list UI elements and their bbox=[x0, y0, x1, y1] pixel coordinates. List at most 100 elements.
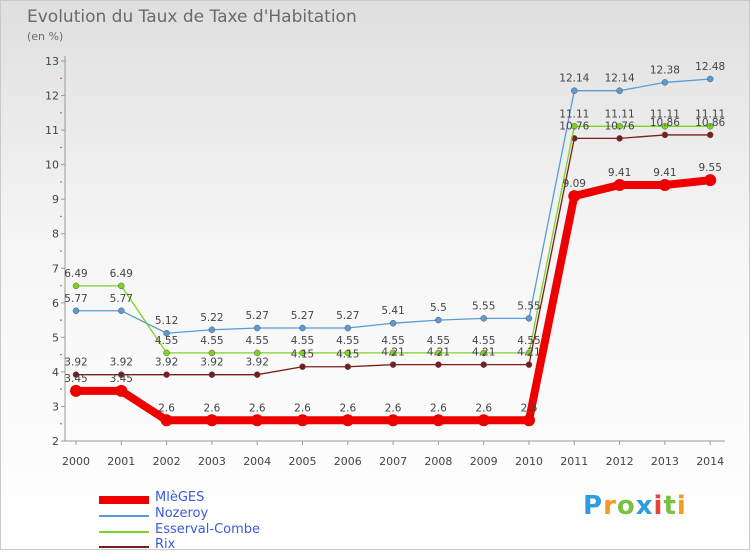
data-point bbox=[658, 179, 671, 192]
y-minor-tick bbox=[60, 181, 62, 183]
data-label: 3.92 bbox=[246, 357, 269, 369]
data-label: 4.55 bbox=[427, 335, 450, 347]
data-point bbox=[118, 371, 125, 378]
data-label: 4.55 bbox=[246, 335, 269, 347]
data-point bbox=[389, 349, 397, 357]
data-point bbox=[299, 363, 306, 370]
data-point bbox=[341, 414, 354, 427]
data-point bbox=[208, 371, 216, 378]
data-point bbox=[118, 282, 125, 290]
data-point bbox=[661, 79, 669, 86]
y-minor-tick bbox=[60, 284, 62, 287]
x-tick-label: 2009 bbox=[470, 455, 498, 468]
data-label: 10.76 bbox=[605, 120, 635, 132]
data-point bbox=[253, 349, 261, 357]
y-minor-tick bbox=[60, 353, 62, 356]
y-tick-label: 5 bbox=[52, 331, 59, 344]
data-point bbox=[163, 349, 170, 357]
data-label: 11.11 bbox=[695, 108, 725, 120]
data-label: 12.38 bbox=[650, 64, 680, 76]
data-label: 11.11 bbox=[650, 108, 680, 120]
data-point bbox=[525, 361, 533, 368]
legend-swatch bbox=[99, 496, 149, 504]
data-label: 12.48 bbox=[695, 61, 725, 73]
data-label: 4.55 bbox=[517, 335, 540, 347]
data-point bbox=[344, 349, 352, 357]
data-point bbox=[205, 414, 218, 427]
data-point bbox=[480, 349, 487, 357]
data-label: 3.45 bbox=[110, 373, 133, 385]
data-label: 2.6 bbox=[475, 402, 492, 414]
data-point bbox=[253, 324, 261, 332]
legend-label: Rix bbox=[155, 537, 176, 552]
legend-label: MlèGES bbox=[155, 490, 205, 505]
data-point bbox=[435, 349, 442, 357]
data-point bbox=[299, 349, 306, 357]
data-point bbox=[435, 316, 442, 324]
data-point bbox=[704, 174, 717, 187]
data-label: 4.15 bbox=[336, 349, 359, 361]
data-label: 2.6 bbox=[204, 402, 221, 414]
data-point bbox=[163, 329, 170, 337]
data-label: 12.14 bbox=[605, 73, 635, 85]
data-point bbox=[344, 363, 352, 370]
legend-label: Nozeroy bbox=[155, 506, 209, 521]
x-tick-label: 2006 bbox=[334, 455, 362, 468]
data-label: 12.14 bbox=[559, 73, 589, 85]
data-label: 5.55 bbox=[472, 300, 495, 312]
data-label: 4.15 bbox=[291, 349, 314, 361]
data-point bbox=[661, 123, 669, 130]
data-label: 11.11 bbox=[559, 108, 589, 120]
y-minor-tick bbox=[60, 146, 62, 149]
data-point bbox=[115, 384, 128, 397]
data-label: 5.77 bbox=[64, 293, 87, 305]
data-label: 2.6 bbox=[249, 402, 266, 414]
x-tick-label: 2000 bbox=[62, 455, 90, 468]
data-label: 10.86 bbox=[695, 117, 725, 129]
data-point bbox=[253, 371, 261, 378]
x-tick-label: 2008 bbox=[424, 455, 452, 468]
data-label: 4.55 bbox=[381, 335, 404, 347]
data-point bbox=[160, 414, 173, 427]
data-label: 6.49 bbox=[110, 268, 133, 280]
data-label: 4.55 bbox=[472, 335, 495, 347]
y-minor-tick bbox=[60, 112, 62, 114]
data-label: 6.49 bbox=[64, 268, 87, 280]
data-label: 5.22 bbox=[200, 312, 223, 324]
data-point bbox=[525, 315, 533, 322]
data-point bbox=[613, 179, 626, 192]
data-label: 9.41 bbox=[653, 167, 676, 179]
data-label: 4.55 bbox=[155, 335, 178, 347]
data-point bbox=[616, 123, 623, 130]
y-tick-label: 12 bbox=[45, 90, 59, 103]
data-label: 2.6 bbox=[430, 402, 447, 414]
data-label: 2.6 bbox=[521, 402, 538, 414]
data-point bbox=[616, 135, 623, 142]
chart-title: Evolution du Taux de Taxe d'Habitation bbox=[27, 7, 357, 27]
data-label: 4.21 bbox=[427, 347, 450, 359]
data-label: 3.92 bbox=[110, 357, 133, 369]
data-point bbox=[480, 361, 487, 368]
data-label: 10.76 bbox=[559, 120, 589, 132]
data-label: 5.41 bbox=[381, 305, 404, 317]
data-label: 4.21 bbox=[472, 347, 495, 359]
data-point bbox=[70, 384, 82, 397]
legend-swatch bbox=[99, 531, 149, 533]
y-tick-label: 2 bbox=[52, 435, 59, 448]
data-point bbox=[389, 319, 397, 327]
x-tick-label: 2011 bbox=[560, 455, 588, 468]
data-label: 3.45 bbox=[64, 373, 87, 385]
data-label: 5.27 bbox=[246, 310, 269, 322]
y-tick-label: 8 bbox=[52, 228, 59, 241]
proxiti-logo: Proxiti bbox=[583, 491, 687, 521]
data-label: 10.86 bbox=[650, 117, 680, 129]
data-point bbox=[387, 414, 400, 427]
x-tick-label: 2014 bbox=[696, 455, 724, 468]
data-label: 2.6 bbox=[339, 402, 356, 414]
data-label: 5.5 bbox=[430, 302, 447, 314]
x-tick-label: 2004 bbox=[243, 455, 271, 468]
series-line-mlèges bbox=[76, 176, 711, 425]
data-point bbox=[72, 282, 80, 290]
data-label: 9.55 bbox=[699, 162, 722, 174]
